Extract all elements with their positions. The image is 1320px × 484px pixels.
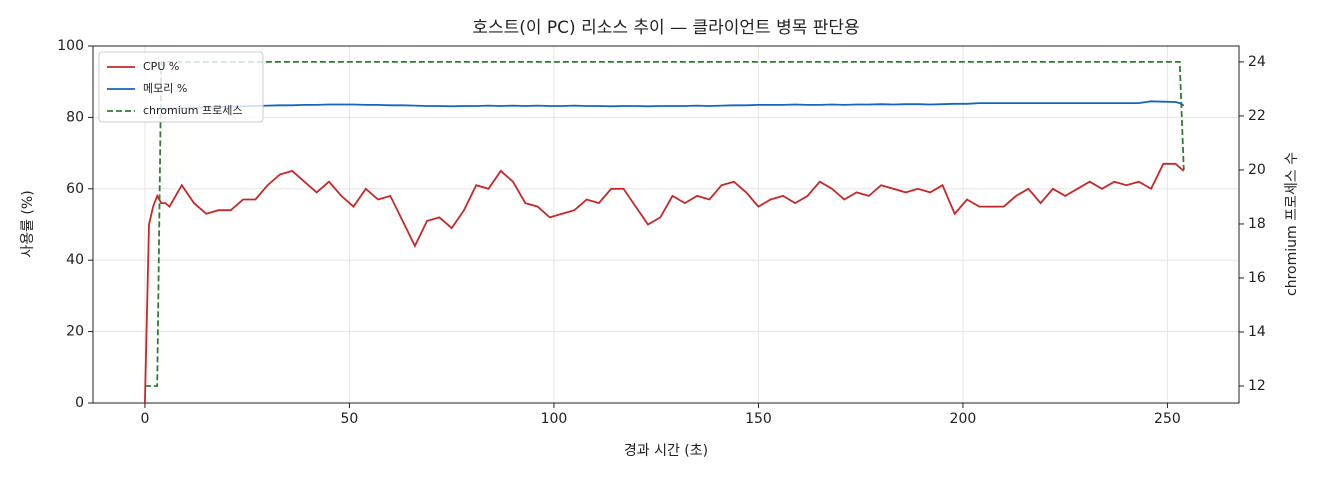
y-tick-label: 60 bbox=[66, 181, 84, 197]
y-tick-label: 80 bbox=[66, 109, 84, 125]
series-line bbox=[144, 162, 1185, 404]
y2-tick-label: 22 bbox=[1248, 108, 1266, 124]
x-tick-label: 150 bbox=[745, 411, 772, 427]
y2-tick-label: 14 bbox=[1248, 324, 1266, 340]
x-tick-label: 200 bbox=[950, 411, 977, 427]
legend-label: chromium 프로세스 bbox=[143, 104, 242, 117]
y2-tick-label: 18 bbox=[1248, 216, 1266, 232]
y2-tick-label: 20 bbox=[1248, 162, 1266, 178]
series-line bbox=[157, 100, 1185, 111]
x-tick-label: 50 bbox=[341, 411, 359, 427]
plot-frame bbox=[92, 45, 1240, 404]
x-tick-label: 250 bbox=[1154, 411, 1181, 427]
y-tick-label: 20 bbox=[66, 324, 84, 340]
chart-title: 호스트(이 PC) 리소스 추이 — 클라이언트 병목 판단용 bbox=[472, 18, 859, 38]
y2-tick-label: 16 bbox=[1248, 270, 1266, 286]
x-tick-label: 100 bbox=[541, 411, 568, 427]
legend-box bbox=[98, 51, 264, 123]
x-axis-label: 경과 시간 (초) bbox=[624, 443, 708, 459]
y-axis-label: 사용률 (%) bbox=[20, 190, 36, 257]
y2-tick-label: 24 bbox=[1248, 54, 1266, 70]
y-tick-label: 0 bbox=[75, 395, 84, 411]
legend-label: 메모리 % bbox=[143, 82, 187, 95]
y-tick-label: 40 bbox=[66, 252, 84, 268]
legend: CPU % 메모리 % chromium 프로세스 bbox=[98, 51, 264, 123]
series-line bbox=[144, 61, 1185, 387]
y2-axis-label: chromium 프로세스 수 bbox=[1284, 152, 1300, 296]
y2-tick-label: 12 bbox=[1248, 378, 1266, 394]
y-tick-label: 100 bbox=[57, 38, 84, 54]
x-tick-label: 0 bbox=[140, 411, 149, 427]
legend-label: CPU % bbox=[143, 60, 179, 73]
